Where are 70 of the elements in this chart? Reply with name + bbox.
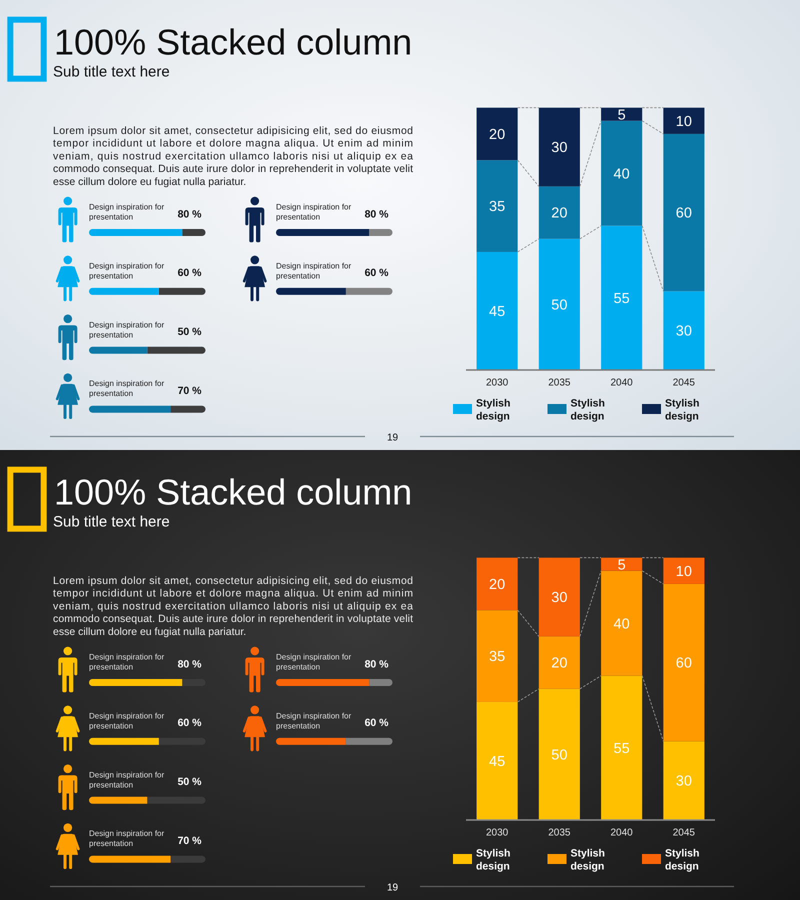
data-label: 60 (676, 206, 692, 222)
data-label: 5 (618, 557, 626, 574)
data-label: 5 (618, 107, 626, 124)
data-label: 45 (489, 304, 506, 320)
annotation: Lorem ipsum dolor sit amet, consectetur adipisicing elit, sed do eiusmod tempor incididunt ut labore et dolore magna aliqua. Ut enim ad minim veniam, quis nostrud exercitation ullamco laboris nisi ut aliquip ex ea commodo consequat. Duis aute irure dolor in reprehenderit in voluptate velit esse cillum dolore eu fugiat nulla pariatur. (53, 125, 414, 188)
data-label: 20 (489, 576, 506, 593)
y-tick-label: Design inspiration for presentation (89, 320, 164, 340)
data-label: 80 % (178, 658, 202, 670)
x-tick-label: 2035 (548, 828, 571, 838)
data-label: 50 % (178, 326, 202, 338)
data-label: 35 (489, 199, 506, 216)
x-tick-label: 2030 (486, 378, 509, 388)
data-label: 10 (676, 114, 692, 130)
y-tick-label: Design inspiration for presentation (89, 829, 164, 848)
data-label: 80 % (364, 208, 390, 220)
data-label: 55 (614, 290, 630, 307)
data-label: 50 % (178, 776, 202, 788)
legend-label: Stylish design (665, 398, 700, 422)
y-tick-label: Design inspiration for presentation (89, 770, 164, 790)
data-label: 80 % (178, 208, 202, 220)
data-label: 20 (489, 126, 506, 143)
data-label: 35 (489, 649, 506, 666)
legend-label: Stylish design (665, 848, 700, 872)
data-label: 30 (676, 324, 692, 340)
data-label: 20 (551, 656, 568, 672)
y-tick-label: Design inspiration for presentation (89, 652, 164, 672)
legend-label: Stylish design (476, 398, 510, 422)
data-label: 10 (676, 564, 692, 580)
x-tick-label: 2045 (672, 378, 696, 388)
legend-label: Stylish design (570, 398, 605, 422)
data-label: 50 (551, 297, 568, 314)
data-label: 60 % (178, 267, 202, 280)
chart-title: 100% Stacked column (54, 472, 412, 512)
x-tick-label: 2040 (610, 378, 634, 388)
x-tick-label: 2040 (610, 828, 634, 838)
y-tick-label: Design inspiration for presentation (276, 711, 352, 730)
text: 19 (386, 882, 398, 894)
y-tick-label: Design inspiration for presentation (276, 261, 352, 280)
annotation: Lorem ipsum dolor sit amet, consectetur adipisicing elit, sed do eiusmod tempor incididunt ut labore et dolore magna aliqua. Ut enim ad minim veniam, quis nostrud exercitation ullamco laboris nisi ut aliquip ex ea commodo consequat. Duis aute irure dolor in reprehenderit in voluptate velit esse cillum dolore eu fugiat nulla pariatur. (53, 575, 414, 638)
chart-title: 100% Stacked column (54, 22, 412, 62)
data-label: 40 (614, 166, 630, 182)
text: 19 (386, 432, 398, 444)
data-label: 80 % (364, 658, 390, 670)
data-label: 70 % (178, 835, 202, 847)
data-label: 60 % (364, 267, 390, 280)
y-tick-label: Design inspiration for presentation (89, 379, 164, 398)
y-tick-label: Design inspiration for presentation (89, 202, 164, 222)
x-tick-label: 2035 (548, 378, 571, 388)
data-label: 70 % (178, 385, 202, 397)
y-tick-label: Design inspiration for presentation (276, 202, 352, 222)
data-label: 60 % (364, 717, 390, 730)
data-label: 50 (551, 747, 568, 764)
x-tick-label: 2030 (486, 828, 509, 838)
data-label: 60 (676, 656, 692, 672)
y-tick-label: Design inspiration for presentation (89, 711, 164, 730)
data-label: 55 (614, 740, 630, 757)
data-label: 30 (551, 590, 568, 606)
y-tick-label: Design inspiration for presentation (276, 652, 352, 672)
y-tick-label: Design inspiration for presentation (89, 261, 164, 280)
chart-subtitle: Sub title text here (53, 514, 170, 530)
legend-label: Stylish design (476, 848, 510, 872)
data-label: 45 (489, 754, 506, 770)
legend-label: Stylish design (570, 848, 605, 872)
data-label: 30 (551, 140, 568, 156)
data-label: 20 (551, 206, 568, 222)
x-tick-label: 2045 (672, 828, 696, 838)
data-label: 40 (614, 616, 630, 632)
data-label: 30 (676, 774, 692, 790)
data-label: 60 % (178, 717, 202, 730)
chart-subtitle: Sub title text here (53, 64, 170, 80)
